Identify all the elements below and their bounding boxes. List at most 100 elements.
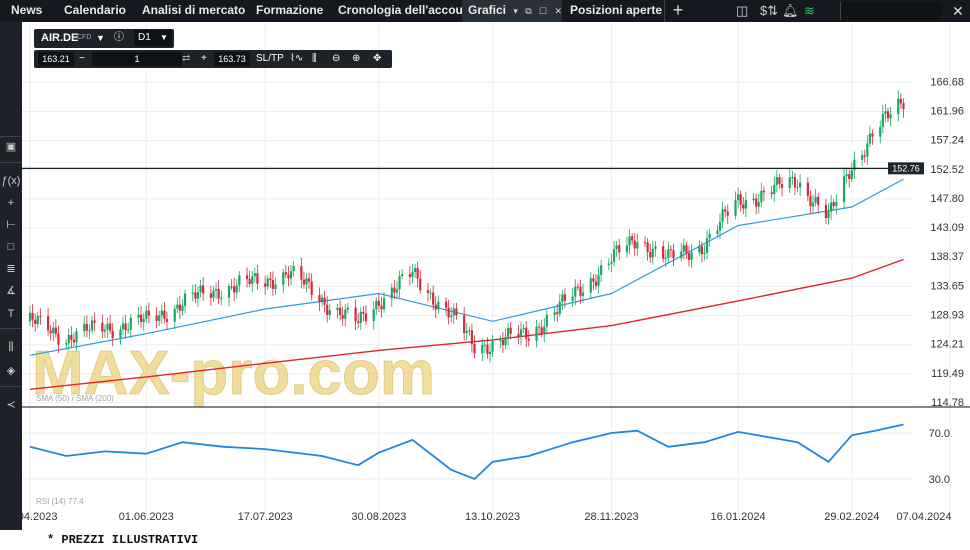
instrument-toolbar: AIR.DE CFD ▼ ⓘ D1 ▼: [34, 29, 174, 48]
candle-body: [628, 236, 631, 246]
candle-body: [129, 317, 132, 330]
sell-price-button[interactable]: 163.21: [38, 52, 74, 66]
timeframe-select[interactable]: D1 ▼: [134, 30, 172, 46]
date-tick-label: 29.02.2024: [824, 511, 879, 523]
candle-body: [212, 290, 215, 298]
candle-body: [830, 202, 833, 212]
candle-body: [31, 312, 34, 320]
bell-icon[interactable]: 🔔︎: [782, 3, 799, 18]
maximize-icon[interactable]: ☐: [539, 6, 548, 16]
candle-body: [106, 323, 109, 330]
tab-cronologia-account[interactable]: Cronologia dell'account: [338, 0, 474, 22]
candle-body: [318, 295, 321, 303]
quantity-input[interactable]: 1: [92, 52, 182, 66]
quantity-plus-icon[interactable]: +: [201, 53, 207, 64]
candle-body: [220, 298, 223, 300]
info-icon[interactable]: ⓘ: [114, 32, 124, 43]
candle-body: [163, 310, 166, 319]
detach-window-icon[interactable]: ⧉: [525, 6, 532, 16]
price-alert-icon[interactable]: $⇅: [760, 3, 779, 18]
close-icon[interactable]: ✕: [554, 6, 562, 16]
candle-body: [631, 236, 634, 241]
instrument-dropdown-icon[interactable]: ▼: [96, 33, 105, 43]
candle-body: [344, 309, 347, 319]
line-chart-icon[interactable]: ⌇∿: [290, 53, 304, 64]
candle-body: [377, 300, 380, 306]
trendline-icon[interactable]: ⊢: [6, 219, 16, 231]
candle-body: [899, 98, 902, 104]
candle-body: [672, 250, 675, 259]
price-tick-label: 161.96: [930, 105, 964, 117]
chevron-down-icon: ▼: [160, 33, 168, 42]
candles-icon[interactable]: ⫼: [8, 341, 14, 353]
zoom-out-icon[interactable]: ⊖: [332, 53, 341, 64]
candle-body: [28, 312, 32, 322]
candle-body: [191, 292, 194, 294]
layers-icon[interactable]: ◈: [6, 365, 16, 377]
candle-body: [46, 316, 50, 331]
candle-body: [253, 273, 256, 277]
candle-body: [473, 344, 476, 354]
candle-body: [269, 278, 272, 280]
close-window-icon[interactable]: ✕: [952, 3, 964, 19]
candle-body: [667, 249, 670, 259]
instrument-symbol[interactable]: AIR.DE: [41, 32, 79, 44]
tab-news[interactable]: News: [11, 0, 42, 22]
candle-body: [871, 133, 874, 137]
add-tab-plus-icon[interactable]: +: [664, 0, 691, 22]
tab-calendario[interactable]: Calendario: [64, 0, 126, 22]
zoom-in-icon[interactable]: ⊕: [352, 53, 361, 64]
price-level-tag[interactable]: 152.76: [888, 162, 924, 175]
candle-body: [509, 327, 512, 334]
account-box[interactable]: [840, 2, 941, 20]
buy-price-button[interactable]: 163.73: [214, 52, 250, 66]
candle-body: [289, 271, 293, 279]
candle-body: [811, 202, 815, 207]
fibonacci-icon[interactable]: ≣: [6, 263, 16, 275]
candle-body: [326, 304, 329, 315]
candle-body: [36, 316, 39, 324]
move-icon[interactable]: ✥: [373, 53, 382, 64]
candle-body: [93, 320, 96, 323]
quantity-minus-icon[interactable]: −: [79, 53, 85, 64]
candle-body: [341, 315, 344, 319]
candle-body: [636, 242, 639, 249]
date-tick-label: 30.08.2023: [351, 511, 406, 523]
watermark: MAX-pro.com: [32, 339, 435, 408]
tab-analisi-di-mercato[interactable]: Analisi di mercato: [142, 0, 245, 22]
candle-body: [690, 252, 693, 260]
indicator-fx-icon[interactable]: ƒ(x): [1, 175, 21, 187]
candle-body: [504, 336, 507, 346]
price-tick-label: 166.68: [930, 76, 964, 88]
chevron-down-icon[interactable]: ▾: [513, 6, 518, 16]
candle-body: [581, 292, 585, 296]
candle-body: [796, 187, 799, 189]
candlestick-icon[interactable]: ⫼: [312, 53, 317, 64]
candle-body: [468, 330, 471, 332]
toolbar-divider: [0, 328, 22, 329]
price-chart[interactable]: MAX-pro.com SMA (50) / SMA (200) 152.76 …: [22, 22, 970, 530]
candle-body: [67, 334, 70, 344]
tab-formazione[interactable]: Formazione: [256, 0, 323, 22]
swap-icon[interactable]: ⇄: [182, 53, 191, 64]
candle-body: [274, 284, 277, 289]
chart-type-icon[interactable]: ▣: [5, 141, 17, 153]
share-icon[interactable]: ≺: [6, 399, 16, 411]
layout-panel-icon[interactable]: ◫: [736, 3, 749, 18]
candle-body: [646, 242, 649, 253]
candle-body: [463, 315, 466, 334]
candle-body: [181, 305, 184, 311]
rsi-grid: [22, 432, 912, 480]
text-tool-icon[interactable]: T: [7, 308, 15, 320]
crosshair-icon[interactable]: +: [7, 197, 15, 209]
pitchfork-icon[interactable]: ∡: [6, 285, 16, 297]
tab-grafici[interactable]: Grafici ▾ ⧉ ☐ ✕: [462, 0, 562, 22]
candle-body: [119, 329, 122, 338]
candle-body: [362, 311, 365, 314]
candle-body: [643, 242, 647, 244]
sltp-button[interactable]: SL/TP: [256, 53, 284, 64]
rectangle-icon[interactable]: □: [7, 241, 15, 253]
timeframe-value: D1: [138, 32, 151, 43]
tab-posizioni-aperte[interactable]: Posizioni aperte: [570, 0, 662, 22]
candle-body: [256, 273, 259, 284]
